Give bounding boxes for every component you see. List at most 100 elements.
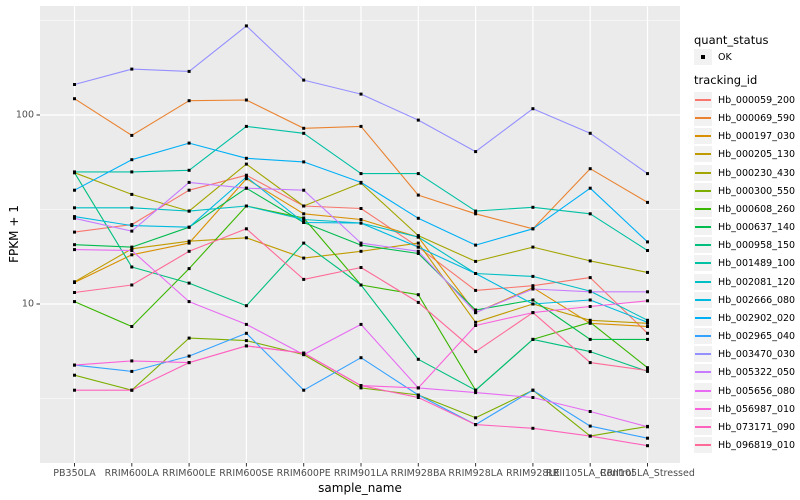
data-point — [416, 393, 420, 397]
legend-key-Hb_096819_010 — [694, 437, 712, 454]
y-tick-label: 10 — [21, 298, 34, 310]
data-point — [359, 249, 363, 253]
data-point — [531, 302, 535, 306]
data-point — [302, 256, 306, 260]
data-point — [359, 218, 363, 221]
legend-key-Hb_073171_090 — [694, 418, 712, 435]
data-point — [244, 124, 248, 128]
data-point — [531, 245, 535, 249]
data-point — [187, 267, 191, 271]
data-point — [187, 69, 191, 73]
legend-label: Hb_003470_030 — [718, 349, 796, 361]
data-point — [416, 252, 420, 255]
legend-label: Hb_002965_040 — [718, 331, 796, 343]
y-tick-label: 100 — [15, 109, 34, 121]
data-point — [531, 205, 535, 209]
quant-status-key — [694, 49, 712, 65]
legend-label: Hb_005322_050 — [718, 367, 796, 379]
data-point — [474, 391, 478, 395]
data-point — [73, 170, 76, 174]
legend-key-Hb_000958_150 — [694, 237, 712, 254]
legend-line-swatch — [695, 171, 711, 174]
x-tick-label: RRIM901LA — [333, 468, 389, 479]
x-tick-label: PB350LA — [53, 468, 96, 479]
data-point — [302, 277, 306, 281]
legend-label: Hb_000205_130 — [718, 149, 796, 161]
data-point — [416, 235, 420, 239]
data-point — [531, 274, 535, 278]
data-point — [474, 416, 478, 420]
legend-line-swatch — [695, 371, 711, 374]
data-point — [187, 281, 191, 285]
data-point — [531, 426, 535, 430]
data-point — [588, 290, 592, 294]
data-point — [130, 158, 134, 162]
legend-key-Hb_005322_050 — [694, 364, 712, 381]
data-point — [73, 188, 76, 192]
data-point — [359, 180, 363, 184]
data-point — [244, 173, 248, 177]
data-point — [187, 241, 191, 245]
legend-key-Hb_000637_140 — [694, 219, 712, 236]
data-point — [359, 241, 363, 245]
data-point — [244, 177, 248, 181]
data-point — [531, 227, 535, 231]
data-point — [646, 200, 649, 204]
data-point — [646, 318, 649, 322]
data-point — [588, 350, 592, 354]
data-point — [73, 373, 76, 377]
data-point — [302, 131, 306, 135]
legend-key-Hb_000230_430 — [694, 164, 712, 181]
legend-key-Hb_003470_030 — [694, 346, 712, 363]
data-point — [187, 188, 191, 192]
data-point — [474, 350, 478, 354]
data-point — [416, 216, 420, 220]
data-point — [130, 247, 134, 251]
data-point — [588, 320, 592, 324]
legend-label: Hb_002081_120 — [718, 276, 796, 288]
data-point — [416, 300, 420, 304]
data-point — [588, 259, 592, 263]
data-point — [646, 331, 649, 335]
data-point — [130, 192, 134, 196]
legend-line-swatch — [695, 280, 711, 283]
x-tick-label: RRIM600SE — [219, 468, 274, 479]
y-axis-title: FPKM + 1 — [7, 205, 21, 263]
data-point — [302, 188, 306, 192]
data-point — [646, 436, 649, 440]
legend-line-swatch — [695, 226, 711, 229]
x-tick-label: RRII105LA_Stressed — [600, 468, 695, 479]
data-point — [302, 78, 306, 82]
data-point — [531, 396, 535, 399]
data-point — [73, 230, 76, 234]
data-point — [474, 288, 478, 292]
legend-key-Hb_002081_120 — [694, 273, 712, 290]
data-point — [588, 337, 592, 341]
legend-label: Hb_000197_030 — [718, 131, 796, 143]
legend-line-swatch — [695, 444, 711, 447]
data-point — [130, 224, 134, 228]
legend-key-Hb_000197_030 — [694, 128, 712, 145]
legend-line-swatch — [695, 135, 711, 138]
legend-line-swatch — [695, 207, 711, 210]
data-point — [130, 265, 134, 269]
data-point — [130, 133, 134, 137]
legend-line-swatch — [695, 316, 711, 319]
data-point — [416, 118, 420, 122]
data-point — [187, 300, 191, 304]
data-point — [130, 388, 134, 392]
legend-label: Hb_096819_010 — [718, 440, 796, 452]
data-point — [588, 131, 592, 135]
legend-label: Hb_000637_140 — [718, 222, 796, 234]
legend-line-swatch — [695, 335, 711, 338]
legend-label: Hb_001489_100 — [718, 258, 796, 270]
data-point — [588, 361, 592, 365]
data-point — [130, 359, 134, 363]
data-point — [73, 363, 76, 367]
x-tick-label: RRIM928LE — [506, 468, 560, 479]
data-point — [187, 180, 191, 184]
data-point — [416, 193, 420, 197]
data-point — [646, 240, 649, 244]
data-point — [359, 124, 363, 128]
data-point — [244, 304, 248, 308]
